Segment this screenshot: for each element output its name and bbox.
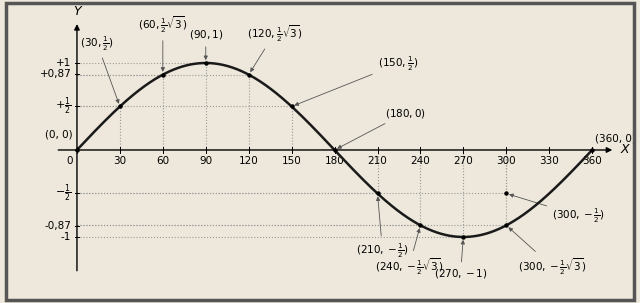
Text: (0, 0): (0, 0) (45, 130, 73, 140)
Text: $(300, -\frac{1}{2}\sqrt{3})$: $(300, -\frac{1}{2}\sqrt{3})$ (509, 228, 586, 277)
Text: $(180, 0)$: $(180, 0)$ (338, 107, 426, 148)
Text: $(90, 1)$: $(90, 1)$ (189, 28, 223, 59)
Text: 330: 330 (540, 156, 559, 166)
Text: 240: 240 (411, 156, 430, 166)
Text: 30: 30 (113, 156, 127, 166)
Text: 0: 0 (66, 156, 73, 166)
Text: $(30, \frac{1}{2})$: $(30, \frac{1}{2})$ (80, 34, 119, 103)
Text: -0,87: -0,87 (44, 221, 71, 231)
Text: $(60, \frac{1}{2}\sqrt{3})$: $(60, \frac{1}{2}\sqrt{3})$ (138, 15, 188, 71)
Text: 120: 120 (239, 156, 259, 166)
Text: $(120, \frac{1}{2}\sqrt{3})$: $(120, \frac{1}{2}\sqrt{3})$ (246, 23, 303, 72)
Text: 180: 180 (324, 156, 344, 166)
Text: +1: +1 (56, 58, 71, 68)
Text: 210: 210 (367, 156, 387, 166)
Text: Y: Y (73, 5, 81, 18)
Text: 270: 270 (454, 156, 473, 166)
Text: 60: 60 (156, 156, 170, 166)
Text: 300: 300 (497, 156, 516, 166)
Text: 90: 90 (199, 156, 212, 166)
Text: $-\frac{1}{2}$: $-\frac{1}{2}$ (55, 183, 71, 204)
Text: 150: 150 (282, 156, 301, 166)
Text: $(210, -\frac{1}{2})$: $(210, -\frac{1}{2})$ (356, 197, 409, 260)
Text: -1: -1 (61, 232, 71, 242)
Text: $(240, -\frac{1}{2}\sqrt{3})$: $(240, -\frac{1}{2}\sqrt{3})$ (374, 229, 444, 277)
Text: +0,87: +0,87 (40, 69, 71, 79)
Text: $+\frac{1}{2}$: $+\frac{1}{2}$ (55, 96, 71, 117)
Text: $(270, -1)$: $(270, -1)$ (434, 241, 487, 280)
Text: 360: 360 (582, 156, 602, 166)
Text: X: X (621, 144, 629, 156)
Text: $(300, -\frac{1}{2})$: $(300, -\frac{1}{2})$ (510, 194, 605, 225)
Text: (360, 0): (360, 0) (595, 133, 636, 143)
Text: $(150, \frac{1}{2})$: $(150, \frac{1}{2})$ (295, 55, 418, 105)
